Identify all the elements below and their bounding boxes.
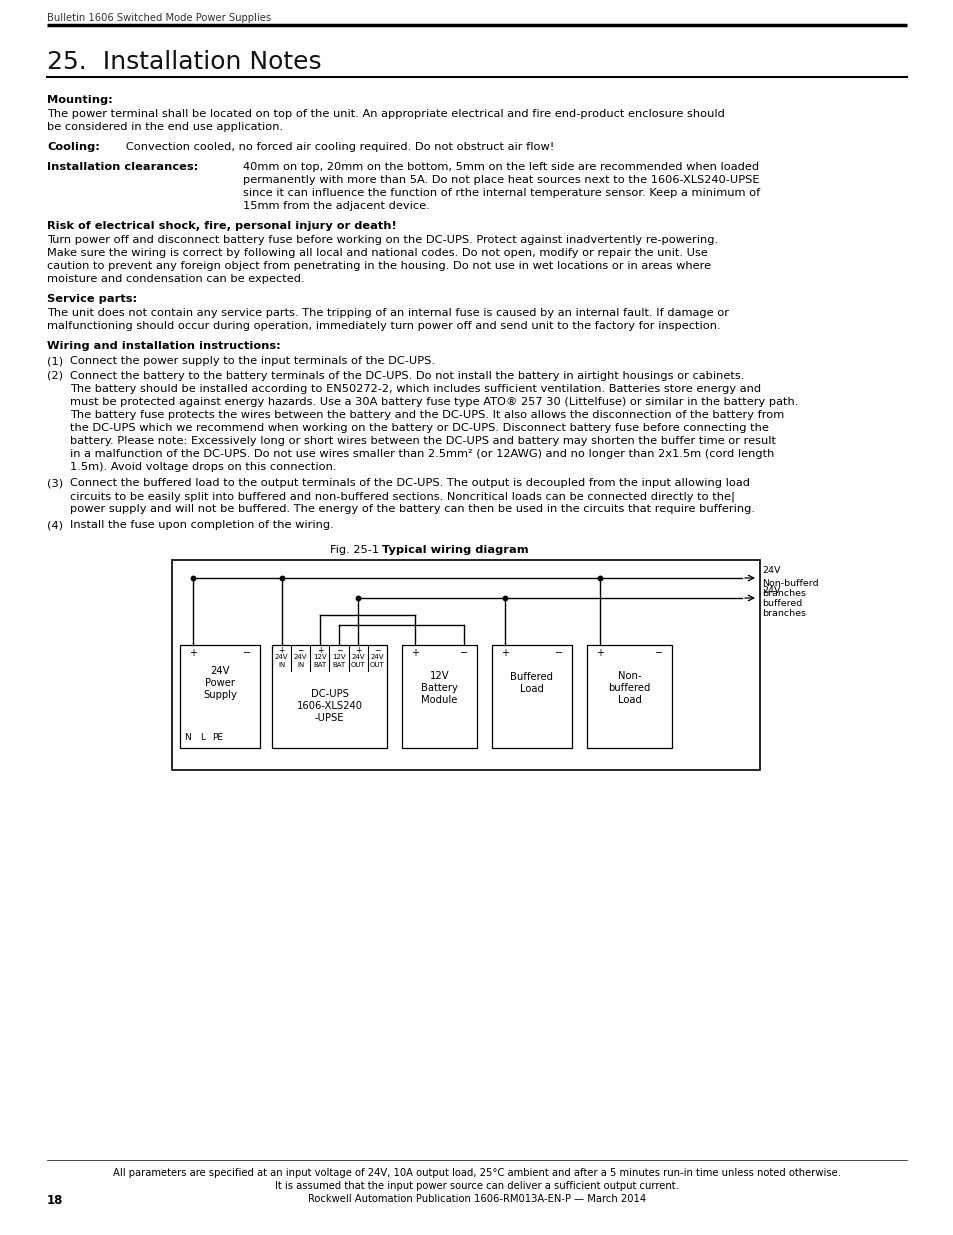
Text: circuits to be easily split into buffered and non-buffered sections. Noncritical: circuits to be easily split into buffere… — [70, 492, 734, 501]
Text: Buffered
Load: Buffered Load — [510, 672, 553, 694]
Text: L: L — [200, 734, 205, 742]
Bar — [172, 559, 760, 769]
Text: IN: IN — [277, 662, 285, 668]
Text: buffered: buffered — [761, 599, 801, 608]
Text: OUT: OUT — [370, 662, 384, 668]
Text: (1): (1) — [47, 356, 63, 366]
Text: 12V: 12V — [313, 655, 326, 659]
Text: moisture and condensation can be expected.: moisture and condensation can be expecte… — [47, 274, 304, 284]
Text: Bulletin 1606 Switched Mode Power Supplies: Bulletin 1606 Switched Mode Power Suppli… — [47, 14, 271, 23]
Text: branches: branches — [761, 609, 805, 618]
Text: −: − — [335, 646, 342, 655]
Text: +: + — [411, 648, 418, 658]
Text: Wiring and installation instructions:: Wiring and installation instructions: — [47, 341, 280, 351]
Text: in a malfunction of the DC-UPS. Do not use wires smaller than 2.5mm² (or 12AWG) : in a malfunction of the DC-UPS. Do not u… — [70, 450, 774, 459]
Text: 24V: 24V — [274, 655, 288, 659]
Text: Mounting:: Mounting: — [47, 95, 112, 105]
Text: be considered in the end use application.: be considered in the end use application… — [47, 122, 283, 132]
Text: Risk of electrical shock, fire, personal injury or death!: Risk of electrical shock, fire, personal… — [47, 221, 396, 231]
Text: Turn power off and disconnect battery fuse before working on the DC-UPS. Protect: Turn power off and disconnect battery fu… — [47, 235, 718, 245]
Text: Make sure the wiring is correct by following all local and national codes. Do no: Make sure the wiring is correct by follo… — [47, 248, 707, 258]
Text: Service parts:: Service parts: — [47, 294, 137, 304]
Text: 24V: 24V — [294, 655, 307, 659]
Bar — [401, 645, 476, 748]
Text: Connect the buffered load to the output terminals of the DC-UPS. The output is d: Connect the buffered load to the output … — [70, 478, 749, 488]
Text: branches: branches — [761, 589, 805, 598]
Text: +: + — [278, 646, 285, 655]
Text: 12V
Battery
Module: 12V Battery Module — [420, 672, 457, 705]
Bar — [272, 645, 387, 748]
Text: 24V: 24V — [761, 585, 780, 595]
Text: 15mm from the adjacent device.: 15mm from the adjacent device. — [243, 201, 429, 211]
Text: −: − — [297, 646, 304, 655]
Text: the DC-UPS which we recommend when working on the battery or DC-UPS. Disconnect : the DC-UPS which we recommend when worki… — [70, 424, 768, 433]
Text: 1.5m). Avoid voltage drops on this connection.: 1.5m). Avoid voltage drops on this conne… — [70, 462, 336, 472]
Text: −: − — [459, 648, 468, 658]
Text: +: + — [500, 648, 509, 658]
Text: (2): (2) — [47, 370, 63, 382]
Text: +: + — [355, 646, 361, 655]
Text: The unit does not contain any service parts. The tripping of an internal fuse is: The unit does not contain any service pa… — [47, 308, 728, 317]
Text: OUT: OUT — [351, 662, 365, 668]
Text: −: − — [374, 646, 380, 655]
Text: The power terminal shall be located on top of the unit. An appropriate electrica: The power terminal shall be located on t… — [47, 109, 724, 119]
Text: Typical wiring diagram: Typical wiring diagram — [381, 545, 528, 555]
Text: power supply and will not be buffered. The energy of the battery can then be use: power supply and will not be buffered. T… — [70, 504, 754, 514]
Text: −: − — [655, 648, 662, 658]
Text: 18: 18 — [47, 1194, 63, 1207]
Text: DC-UPS
1606-XLS240
-UPSE: DC-UPS 1606-XLS240 -UPSE — [296, 689, 362, 722]
Text: BAT: BAT — [332, 662, 345, 668]
Text: Connect the battery to the battery terminals of the DC-UPS. Do not install the b: Connect the battery to the battery termi… — [70, 370, 743, 382]
Text: +: + — [596, 648, 603, 658]
Text: Non-bufferd: Non-bufferd — [761, 579, 818, 588]
Text: It is assumed that the input power source can deliver a sufficient output curren: It is assumed that the input power sourc… — [274, 1181, 679, 1191]
Text: −: − — [555, 648, 562, 658]
Text: N: N — [185, 734, 192, 742]
Text: PE: PE — [213, 734, 223, 742]
Text: +: + — [189, 648, 196, 658]
Text: BAT: BAT — [313, 662, 326, 668]
Text: Fig. 25-1: Fig. 25-1 — [330, 545, 386, 555]
Text: Cooling:: Cooling: — [47, 142, 100, 152]
Bar — [492, 645, 572, 748]
Text: +: + — [316, 646, 323, 655]
Text: (3): (3) — [47, 478, 63, 488]
Text: IN: IN — [296, 662, 304, 668]
Bar — [586, 645, 671, 748]
Text: −: − — [243, 648, 251, 658]
Text: Install the fuse upon completion of the wiring.: Install the fuse upon completion of the … — [70, 520, 334, 530]
Text: The battery fuse protects the wires between the battery and the DC-UPS. It also : The battery fuse protects the wires betw… — [70, 410, 783, 420]
Text: malfunctioning should occur during operation, immediately turn power off and sen: malfunctioning should occur during opera… — [47, 321, 720, 331]
Text: 12V: 12V — [332, 655, 346, 659]
Text: permanently with more than 5A. Do not place heat sources next to the 1606-XLS240: permanently with more than 5A. Do not pl… — [243, 175, 759, 185]
Text: 24V: 24V — [371, 655, 384, 659]
Text: Convection cooled, no forced air cooling required. Do not obstruct air flow!: Convection cooled, no forced air cooling… — [115, 142, 554, 152]
Text: 25.  Installation Notes: 25. Installation Notes — [47, 49, 321, 74]
Text: All parameters are specified at an input voltage of 24V, 10A output load, 25°C a: All parameters are specified at an input… — [112, 1168, 841, 1178]
Text: Non-
buffered
Load: Non- buffered Load — [608, 672, 650, 705]
Text: must be protected against energy hazards. Use a 30A battery fuse type ATO® 257 3: must be protected against energy hazards… — [70, 396, 798, 408]
Text: (4): (4) — [47, 520, 63, 530]
Text: 24V
Power
Supply: 24V Power Supply — [203, 667, 236, 699]
Text: Rockwell Automation Publication 1606-RM013A-EN-P — March 2014: Rockwell Automation Publication 1606-RM0… — [308, 1194, 645, 1204]
Text: 24V: 24V — [351, 655, 365, 659]
Text: 40mm on top, 20mm on the bottom, 5mm on the left side are recommended when loade: 40mm on top, 20mm on the bottom, 5mm on … — [243, 162, 759, 172]
Text: The battery should be installed according to EN50272-2, which includes sufficien: The battery should be installed accordin… — [70, 384, 760, 394]
Bar — [180, 645, 260, 748]
Text: Installation clearances:: Installation clearances: — [47, 162, 198, 172]
Text: 24V: 24V — [761, 566, 780, 576]
Text: Connect the power supply to the input terminals of the DC-UPS.: Connect the power supply to the input te… — [70, 356, 435, 366]
Text: battery. Please note: Excessively long or short wires between the DC-UPS and bat: battery. Please note: Excessively long o… — [70, 436, 775, 446]
Text: caution to prevent any foreign object from penetrating in the housing. Do not us: caution to prevent any foreign object fr… — [47, 261, 710, 270]
Text: since it can influence the function of rthe internal temperature sensor. Keep a : since it can influence the function of r… — [243, 188, 760, 198]
